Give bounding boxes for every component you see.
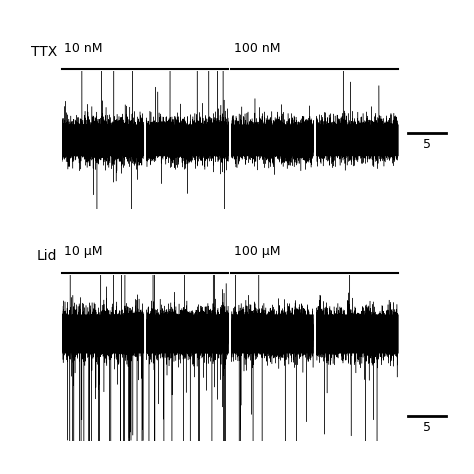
Text: 100 nM: 100 nM: [234, 42, 280, 55]
Text: 100 μM: 100 μM: [234, 246, 280, 258]
Text: TTX: TTX: [31, 45, 57, 59]
Text: 10 nM: 10 nM: [64, 42, 102, 55]
Text: 5: 5: [423, 138, 430, 151]
Text: Lid: Lid: [36, 249, 57, 263]
Text: 5: 5: [423, 421, 430, 434]
Text: 10 μM: 10 μM: [64, 246, 102, 258]
